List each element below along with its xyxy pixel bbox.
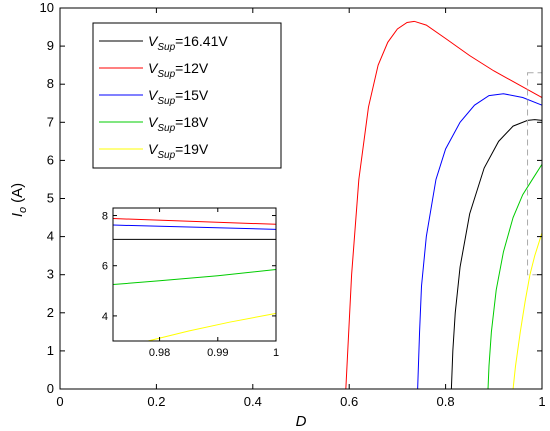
inset-plot-frame (112, 207, 277, 342)
inset-y-tick-label-2: 8 (102, 211, 108, 223)
y-tick-label-1: 1 (47, 343, 54, 358)
y-tick-label-2: 2 (47, 305, 54, 320)
inset-chart: 0.98 0.99 1 4 6 8 (102, 207, 279, 359)
y-axis-label: Io (A) (9, 183, 29, 217)
y-tick-label-3: 3 (47, 267, 54, 282)
main-series-line-4 (84, 232, 543, 390)
main-series-line-1 (84, 20, 543, 390)
main-series-line-0 (84, 119, 543, 390)
x-tick-label-4: 0.8 (437, 394, 455, 409)
inset-series-line-1 (112, 224, 277, 230)
y-tick-label-9: 9 (47, 38, 54, 53)
svg-text:Io(A): Io (A) (9, 183, 29, 217)
y-tick-label-5: 5 (47, 191, 54, 206)
y-tick-label-7: 7 (47, 114, 54, 129)
main-series-line-3 (84, 163, 543, 390)
legend-items-group: VSup=16.41V VSup=12V VSup=15V VSup=18V VSup=… (99, 33, 228, 161)
x-axis-label: D (296, 413, 307, 430)
x-tick-label-3: 0.6 (340, 394, 358, 409)
legend: VSup=16.41V VSup=12V VSup=15V VSup=18V VSup=… (92, 22, 282, 169)
y-axis-label-subscript: o (17, 207, 29, 213)
inset-series-group (112, 218, 277, 342)
inset-ticks-group: 0.98 0.99 1 4 6 8 (102, 208, 279, 359)
x-tick-label-5: 1 (538, 394, 545, 409)
inset-series-line-0 (112, 218, 277, 225)
legend-label-0: VSup=16.41V (148, 33, 228, 53)
inset-y-tick-label-1: 6 (102, 261, 108, 273)
y-tick-label-8: 8 (47, 76, 54, 91)
main-series-line-2 (84, 93, 543, 390)
inset-x-tick-label-1: 0.99 (207, 347, 228, 359)
x-tick-label-2: 0.4 (244, 394, 262, 409)
inset-series-line-4 (147, 312, 277, 342)
legend-label-2: VSup=15V (148, 87, 209, 107)
legend-label-3: VSup=18V (148, 114, 209, 134)
inset-y-tick-label-0: 4 (102, 311, 108, 323)
y-tick-label-6: 6 (47, 152, 54, 167)
y-axis-label-symbol: I (9, 213, 26, 217)
x-tick-label-1: 0.2 (147, 394, 165, 409)
inset-x-tick-label-2: 1 (273, 347, 279, 359)
y-tick-label-10: 10 (40, 0, 54, 15)
inset-plot-area (113, 208, 276, 341)
inset-x-tick-label-0: 0.98 (149, 347, 170, 359)
legend-label-4: VSup=19V (148, 141, 209, 161)
y-axis-label-unit: (A) (9, 183, 26, 203)
legend-label-1: VSup=12V (148, 60, 209, 80)
y-tick-label-4: 4 (47, 229, 54, 244)
y-tick-label-0: 0 (47, 381, 54, 396)
main-series-group (84, 20, 543, 390)
inset-series-line-3 (112, 268, 277, 286)
x-tick-label-0: 0 (56, 394, 63, 409)
